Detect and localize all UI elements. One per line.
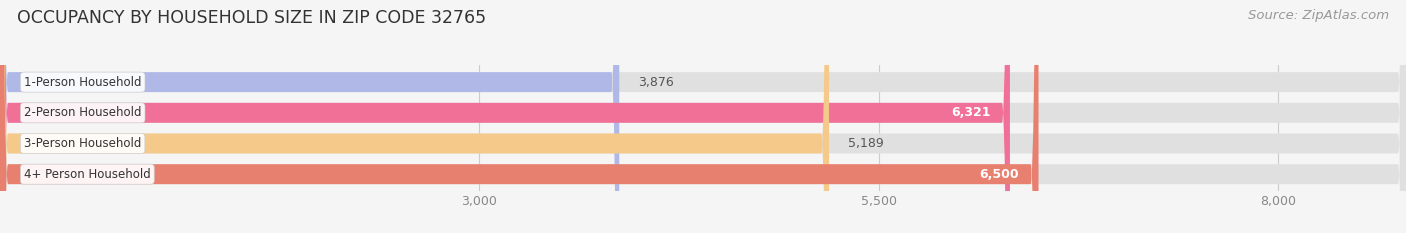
Text: 2-Person Household: 2-Person Household <box>24 106 142 119</box>
Text: 4+ Person Household: 4+ Person Household <box>24 168 150 181</box>
Text: 6,500: 6,500 <box>980 168 1019 181</box>
FancyBboxPatch shape <box>0 0 619 233</box>
Text: OCCUPANCY BY HOUSEHOLD SIZE IN ZIP CODE 32765: OCCUPANCY BY HOUSEHOLD SIZE IN ZIP CODE … <box>17 9 486 27</box>
FancyBboxPatch shape <box>0 0 830 233</box>
Text: 3,876: 3,876 <box>638 76 675 89</box>
Text: 6,321: 6,321 <box>952 106 991 119</box>
Text: 3-Person Household: 3-Person Household <box>24 137 142 150</box>
FancyBboxPatch shape <box>0 0 1010 233</box>
Text: Source: ZipAtlas.com: Source: ZipAtlas.com <box>1249 9 1389 22</box>
Text: 1-Person Household: 1-Person Household <box>24 76 142 89</box>
FancyBboxPatch shape <box>0 0 1039 233</box>
Text: 5,189: 5,189 <box>848 137 884 150</box>
